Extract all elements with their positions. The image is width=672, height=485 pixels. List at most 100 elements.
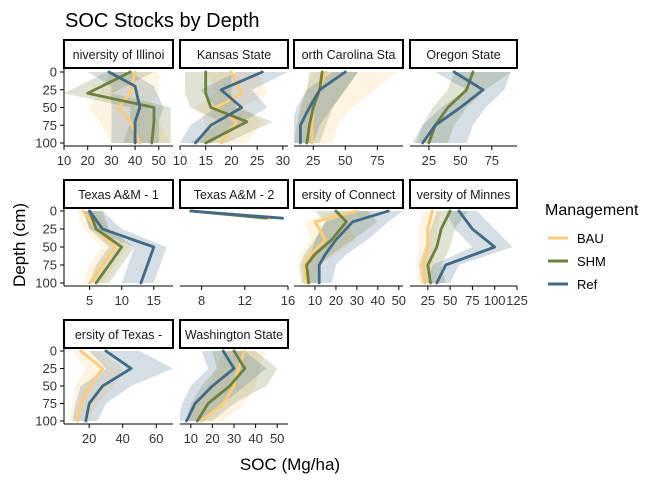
x-tick-label: 25 [306,153,320,168]
x-tick-label: 10 [114,293,128,308]
line-ref [421,70,485,145]
legend-title: Management [545,202,639,219]
band-bau [69,351,123,421]
x-tick-label: 8 [198,293,205,308]
panel-strip-label: Texas A&M - 1 [78,188,159,202]
y-tick-label: 75 [43,396,57,411]
line-shm [427,70,475,145]
panel-strip-label: niversity of Illinoi [73,48,165,62]
legend: Management BAU SHM Ref [545,202,639,292]
line-shm [305,209,348,285]
y-tick-label: 75 [43,258,57,273]
line-ref [107,70,142,145]
x-tick-label: 30 [276,153,290,168]
y-tick-label: 75 [43,118,57,133]
line-ref [298,70,347,145]
x-tick-label: 20 [82,431,96,446]
panel-strip [293,39,404,69]
x-tick-label: 25 [421,293,435,308]
x-tick-label: 60 [149,431,163,446]
panel-strip-label: Oregon State [426,48,500,62]
line-shm [426,209,452,285]
panel-strip [409,39,518,69]
x-tick-label: 20 [205,431,219,446]
band-shm [416,72,511,143]
x-tick-label: 10 [184,431,198,446]
x-tick-label: 50 [152,153,166,168]
panel-strip [63,319,174,349]
x-tick-label: 40 [128,153,142,168]
line-bau [421,209,434,285]
panel-4: Oregon State 25 50 75 [409,39,518,168]
line-ref [88,209,156,285]
panel-strip-label: ersity of Texas - [75,328,162,342]
line-ref [185,349,236,423]
y-tick-label: 25 [43,82,57,97]
x-tick-label: 75 [370,153,384,168]
line-ref [193,70,264,145]
panel-5: Texas A&M - 1 5 10 15 0 25 50 75 100 [35,179,174,308]
panel-1: niversity of Illinoi 10 20 30 40 50 0 25 50 75 100 [35,39,174,168]
panel-10: Washington State 10 20 30 40 50 [179,319,289,446]
x-tick-label: 40 [371,293,385,308]
x-tick-label: 30 [350,293,364,308]
band-shm [64,72,171,143]
y-tick-label: 0 [50,204,57,219]
x-tick-label: 25 [422,153,436,168]
band-shm [300,211,378,283]
chart-title: SOC Stocks by Depth [65,10,260,32]
y-tick-label: 50 [43,240,57,255]
line-shm [204,70,249,145]
panel-strip-label: Texas A&M - 2 [194,188,275,202]
x-tick-label: 30 [104,153,118,168]
x-tick-label: 40 [248,431,262,446]
x-tick-label: 12 [238,293,252,308]
band-bau [76,211,129,283]
legend-label-bau: BAU [577,231,604,246]
line-bau [117,70,142,145]
panel-strip [63,179,174,209]
panel-strip-label: orth Carolina Sta [302,48,396,62]
line-ref [84,349,133,423]
panel-strip [179,39,289,69]
x-tick-label: 20 [329,293,343,308]
band-bau [87,72,171,143]
x-tick-label: 5 [86,293,93,308]
panel-3: orth Carolina Sta 25 50 75 [293,39,404,168]
x-tick-label: 50 [338,153,352,168]
panel-9: ersity of Texas - 20 40 60 0 25 50 75 100 [35,319,174,446]
y-tick-label: 25 [43,222,57,237]
x-tick-label: 40 [115,431,129,446]
panel-strip [293,179,404,209]
x-tick-label: 50 [443,293,457,308]
x-tick-label: 15 [198,153,212,168]
y-axis-title: Depth (cm) [10,203,29,287]
x-tick-label: 10 [173,153,187,168]
band-ref [306,211,403,283]
panel-strip-label: versity of Minnes [417,188,511,202]
y-tick-label: 50 [43,100,57,115]
x-tick-label: 125 [506,293,528,308]
y-tick-label: 100 [35,276,57,291]
x-tick-label: 25 [250,153,264,168]
x-tick-label: 50 [270,431,284,446]
line-bau [76,349,104,423]
x-tick-label: 20 [80,153,94,168]
panel-strip-label: Kansas State [197,48,271,62]
line-ref [189,209,285,220]
x-tick-label: 16 [281,293,295,308]
x-tick-label: 15 [147,293,161,308]
panel-strip [179,179,289,209]
band-bau [299,72,397,143]
band-shm [418,211,468,283]
x-axis-title: SOC (Mg/ha) [240,455,340,474]
x-tick-label: 10 [57,153,71,168]
panel-strip [179,319,289,349]
x-tick-label: 10 [308,293,322,308]
y-tick-label: 25 [43,361,57,376]
line-shm [88,209,124,285]
line-bau [303,209,359,285]
band-ref [87,72,164,143]
legend-label-shm: SHM [577,254,606,269]
